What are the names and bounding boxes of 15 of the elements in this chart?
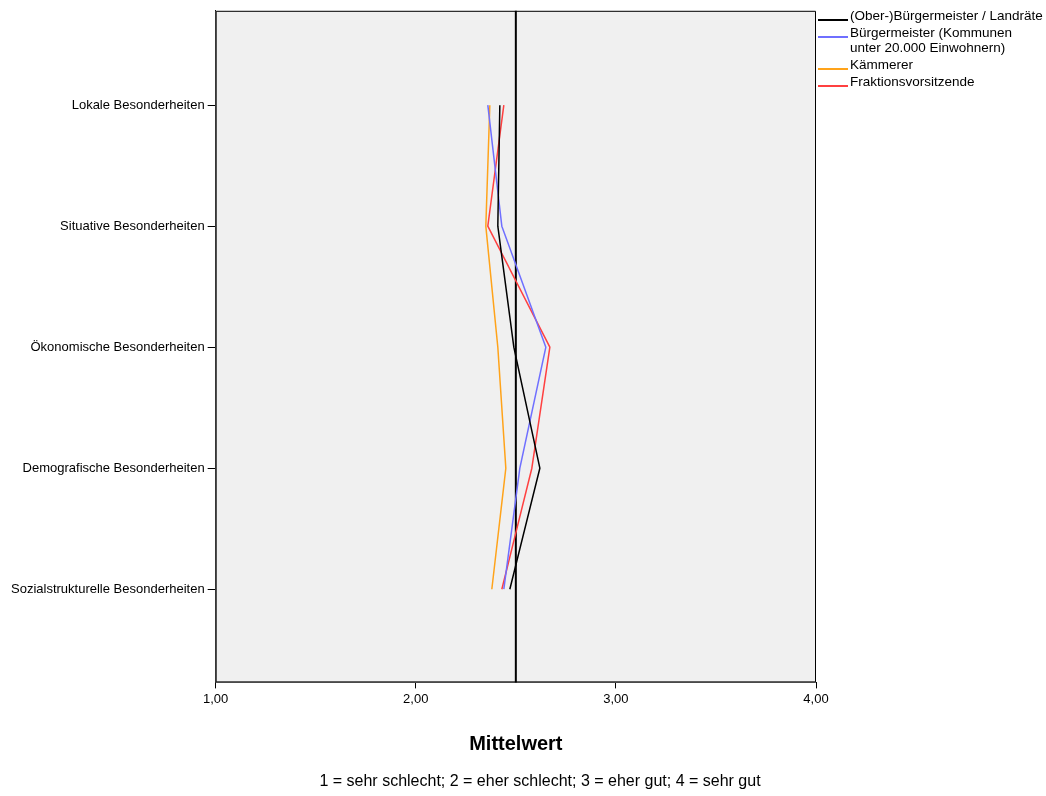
x-tick-label: 4,00	[803, 690, 829, 706]
legend-label: Fraktionsvorsitzende	[850, 74, 975, 89]
y-tick-label: Demografische Besonderheiten	[22, 459, 205, 475]
legend-label: (Ober-)Bürgermeister / Landräte	[850, 8, 1043, 23]
x-tick-label: 1,00	[203, 690, 229, 706]
y-tick-label: Lokale Besonderheiten	[71, 96, 205, 112]
text: 1 = sehr schlecht; 2 = eher schlecht; 3 = eher gut; 4 = sehr gut	[318, 772, 762, 790]
x-tick-label: 2,00	[403, 690, 429, 706]
x-tick-label: 3,00	[603, 690, 629, 706]
y-tick-label: Ökonomische Besonderheiten	[30, 338, 205, 354]
y-tick-label: Sozialstrukturelle Besonderheiten	[11, 580, 205, 596]
legend-label: Kämmerer	[850, 57, 914, 72]
legend-label: Bürgermeister (Kommunen unter 20.000 Einwohnern)	[850, 25, 1014, 55]
x-axis-title: Mittelwert	[469, 731, 563, 754]
y-tick-label: Situative Besonderheiten	[60, 217, 205, 233]
